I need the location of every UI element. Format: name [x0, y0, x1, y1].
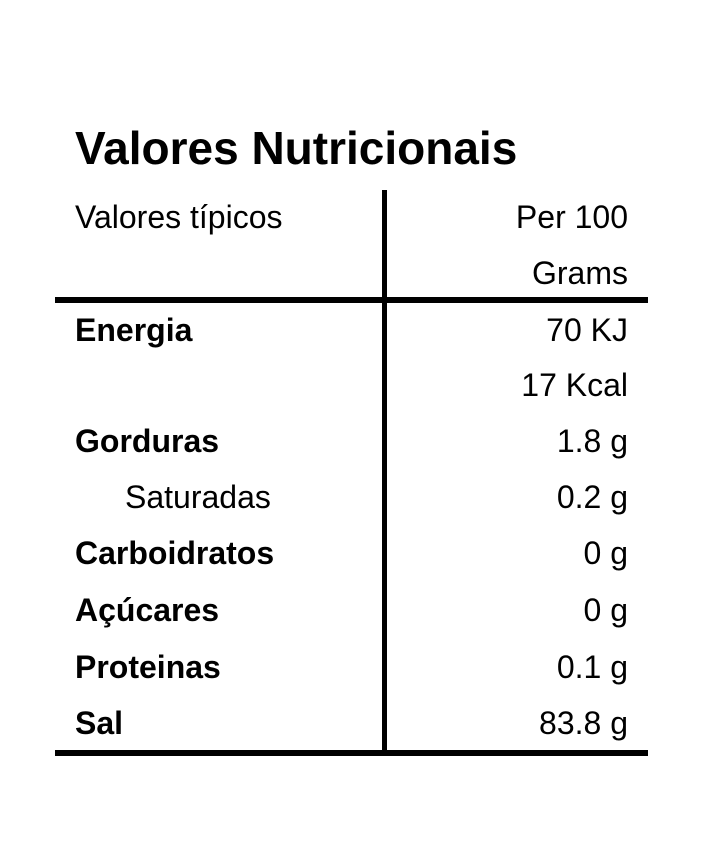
row-value: 1.8 g: [556, 423, 628, 459]
row-label: Açúcares: [75, 592, 220, 628]
row-label: Energia: [75, 312, 193, 348]
row-value: 0.2 g: [556, 479, 628, 515]
row-label: Proteinas: [75, 649, 221, 685]
header-right: Per 100 Grams: [515, 199, 628, 291]
row-value: 0 g: [583, 592, 628, 628]
row-value: 70 KJ: [546, 312, 628, 348]
row-label: Sal: [75, 705, 124, 741]
header-left: Valores típicos: [75, 199, 283, 235]
row-value: 0.1 g: [556, 649, 628, 685]
row-value: 83.8 g: [539, 705, 628, 741]
header-rule: [55, 297, 648, 303]
column-divider: [382, 190, 387, 755]
label-title: Valores Nutricionais: [75, 122, 518, 174]
row-value: 17 Kcal: [521, 367, 628, 403]
row-label: Saturadas: [125, 479, 271, 515]
row-label: Gorduras: [75, 423, 220, 459]
row-value: 0 g: [583, 535, 628, 571]
row-label: Carboidratos: [75, 535, 275, 571]
bottom-rule: [55, 750, 648, 756]
